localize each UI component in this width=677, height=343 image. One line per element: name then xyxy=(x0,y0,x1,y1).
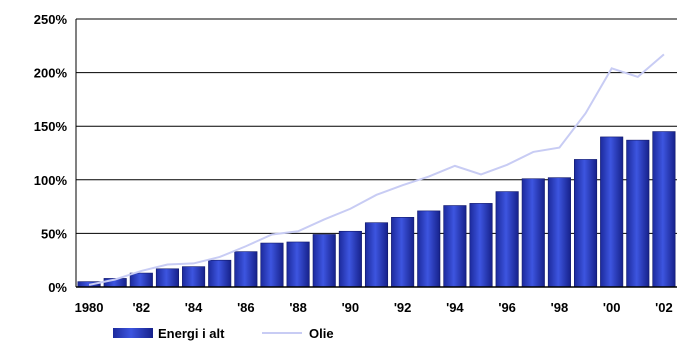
x-tick-label: '00 xyxy=(603,300,621,315)
x-tick-label: '86 xyxy=(237,300,255,315)
bar-1997 xyxy=(521,178,545,288)
bar-1992 xyxy=(391,217,415,288)
y-tick-label: 50% xyxy=(41,226,67,241)
y-tick-label: 100% xyxy=(34,173,68,188)
x-tick-label: '94 xyxy=(446,300,464,315)
bar-1982 xyxy=(129,272,153,288)
x-axis-ticks: 1980 '82 '84 '86 '88 '90 '92 '94 '96 '98 '00 '02 xyxy=(75,300,673,315)
line-series xyxy=(88,53,665,286)
bar-2002 xyxy=(652,131,676,288)
x-tick-label: '92 xyxy=(394,300,412,315)
bar-1999 xyxy=(574,159,598,288)
bar-1993 xyxy=(417,210,441,288)
bar-2001 xyxy=(626,139,650,288)
legend: Energi i alt Olie xyxy=(113,326,334,341)
y-axis-ticks: 0% 50% 100% 150% 200% 250% xyxy=(34,12,68,295)
x-tick-label: '98 xyxy=(551,300,569,315)
bar-1987 xyxy=(260,242,284,288)
x-tick-label: 1980 xyxy=(75,300,104,315)
line-olie xyxy=(88,53,665,286)
x-tick-label: '88 xyxy=(289,300,307,315)
bar-1986 xyxy=(234,251,258,288)
x-tick-label: '82 xyxy=(133,300,151,315)
legend-label-energi: Energi i alt xyxy=(158,326,225,341)
axes xyxy=(75,19,677,288)
x-tick-label: '84 xyxy=(185,300,203,315)
bar-1985 xyxy=(208,259,232,288)
bar-1995 xyxy=(469,203,493,288)
x-tick-label: '90 xyxy=(342,300,360,315)
bar-2000 xyxy=(600,136,624,288)
legend-label-olie: Olie xyxy=(309,326,334,341)
legend-swatch-energi xyxy=(113,328,153,338)
bar-1998 xyxy=(547,177,571,288)
x-tick-label: '02 xyxy=(655,300,673,315)
y-tick-label: 150% xyxy=(34,119,68,134)
bar-1984 xyxy=(182,266,206,288)
y-tick-label: 250% xyxy=(34,12,68,27)
bar-1983 xyxy=(155,268,179,288)
bar-1991 xyxy=(364,222,389,288)
x-tick-label: '96 xyxy=(498,300,516,315)
y-tick-label: 200% xyxy=(34,66,68,81)
bar-1996 xyxy=(495,191,519,288)
bar-1989 xyxy=(312,234,336,288)
bar-1994 xyxy=(443,205,467,288)
y-tick-label: 0% xyxy=(48,280,67,295)
bar-1990 xyxy=(338,230,362,288)
bar-1988 xyxy=(286,241,310,288)
